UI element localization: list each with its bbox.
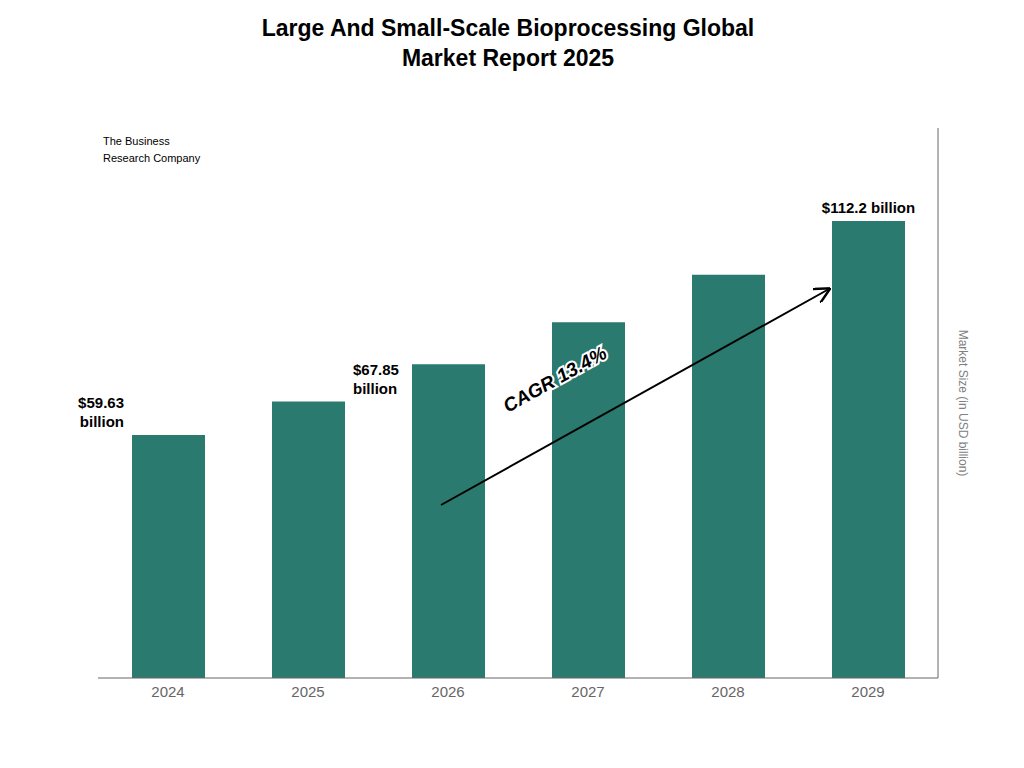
- svg-text:2027: 2027: [571, 683, 604, 700]
- svg-text:2024: 2024: [151, 683, 184, 700]
- html-text:The Business Research Company: The Business Research Company: [103, 135, 201, 164]
- svg-text:$112.2 billion: $112.2 billion: [822, 199, 915, 216]
- svg-text:$67.85billion: $67.85billion: [353, 361, 399, 397]
- svg-text:2029: 2029: [851, 683, 884, 700]
- svg-text:2025: 2025: [291, 683, 324, 700]
- svg-text:2026: 2026: [431, 683, 464, 700]
- html-text:Large And Small-Scale Bioproce: Large And Small-Scale Bioprocessing Glob…: [261, 15, 755, 71]
- svg-text:CAGR 13.4%: CAGR 13.4%: [499, 342, 610, 416]
- svg-text:Market Size (in USD billion): Market Size (in USD billion): [956, 330, 970, 477]
- svg-text:$59.63billion: $59.63billion: [78, 394, 124, 430]
- svg-text:2028: 2028: [711, 683, 744, 700]
